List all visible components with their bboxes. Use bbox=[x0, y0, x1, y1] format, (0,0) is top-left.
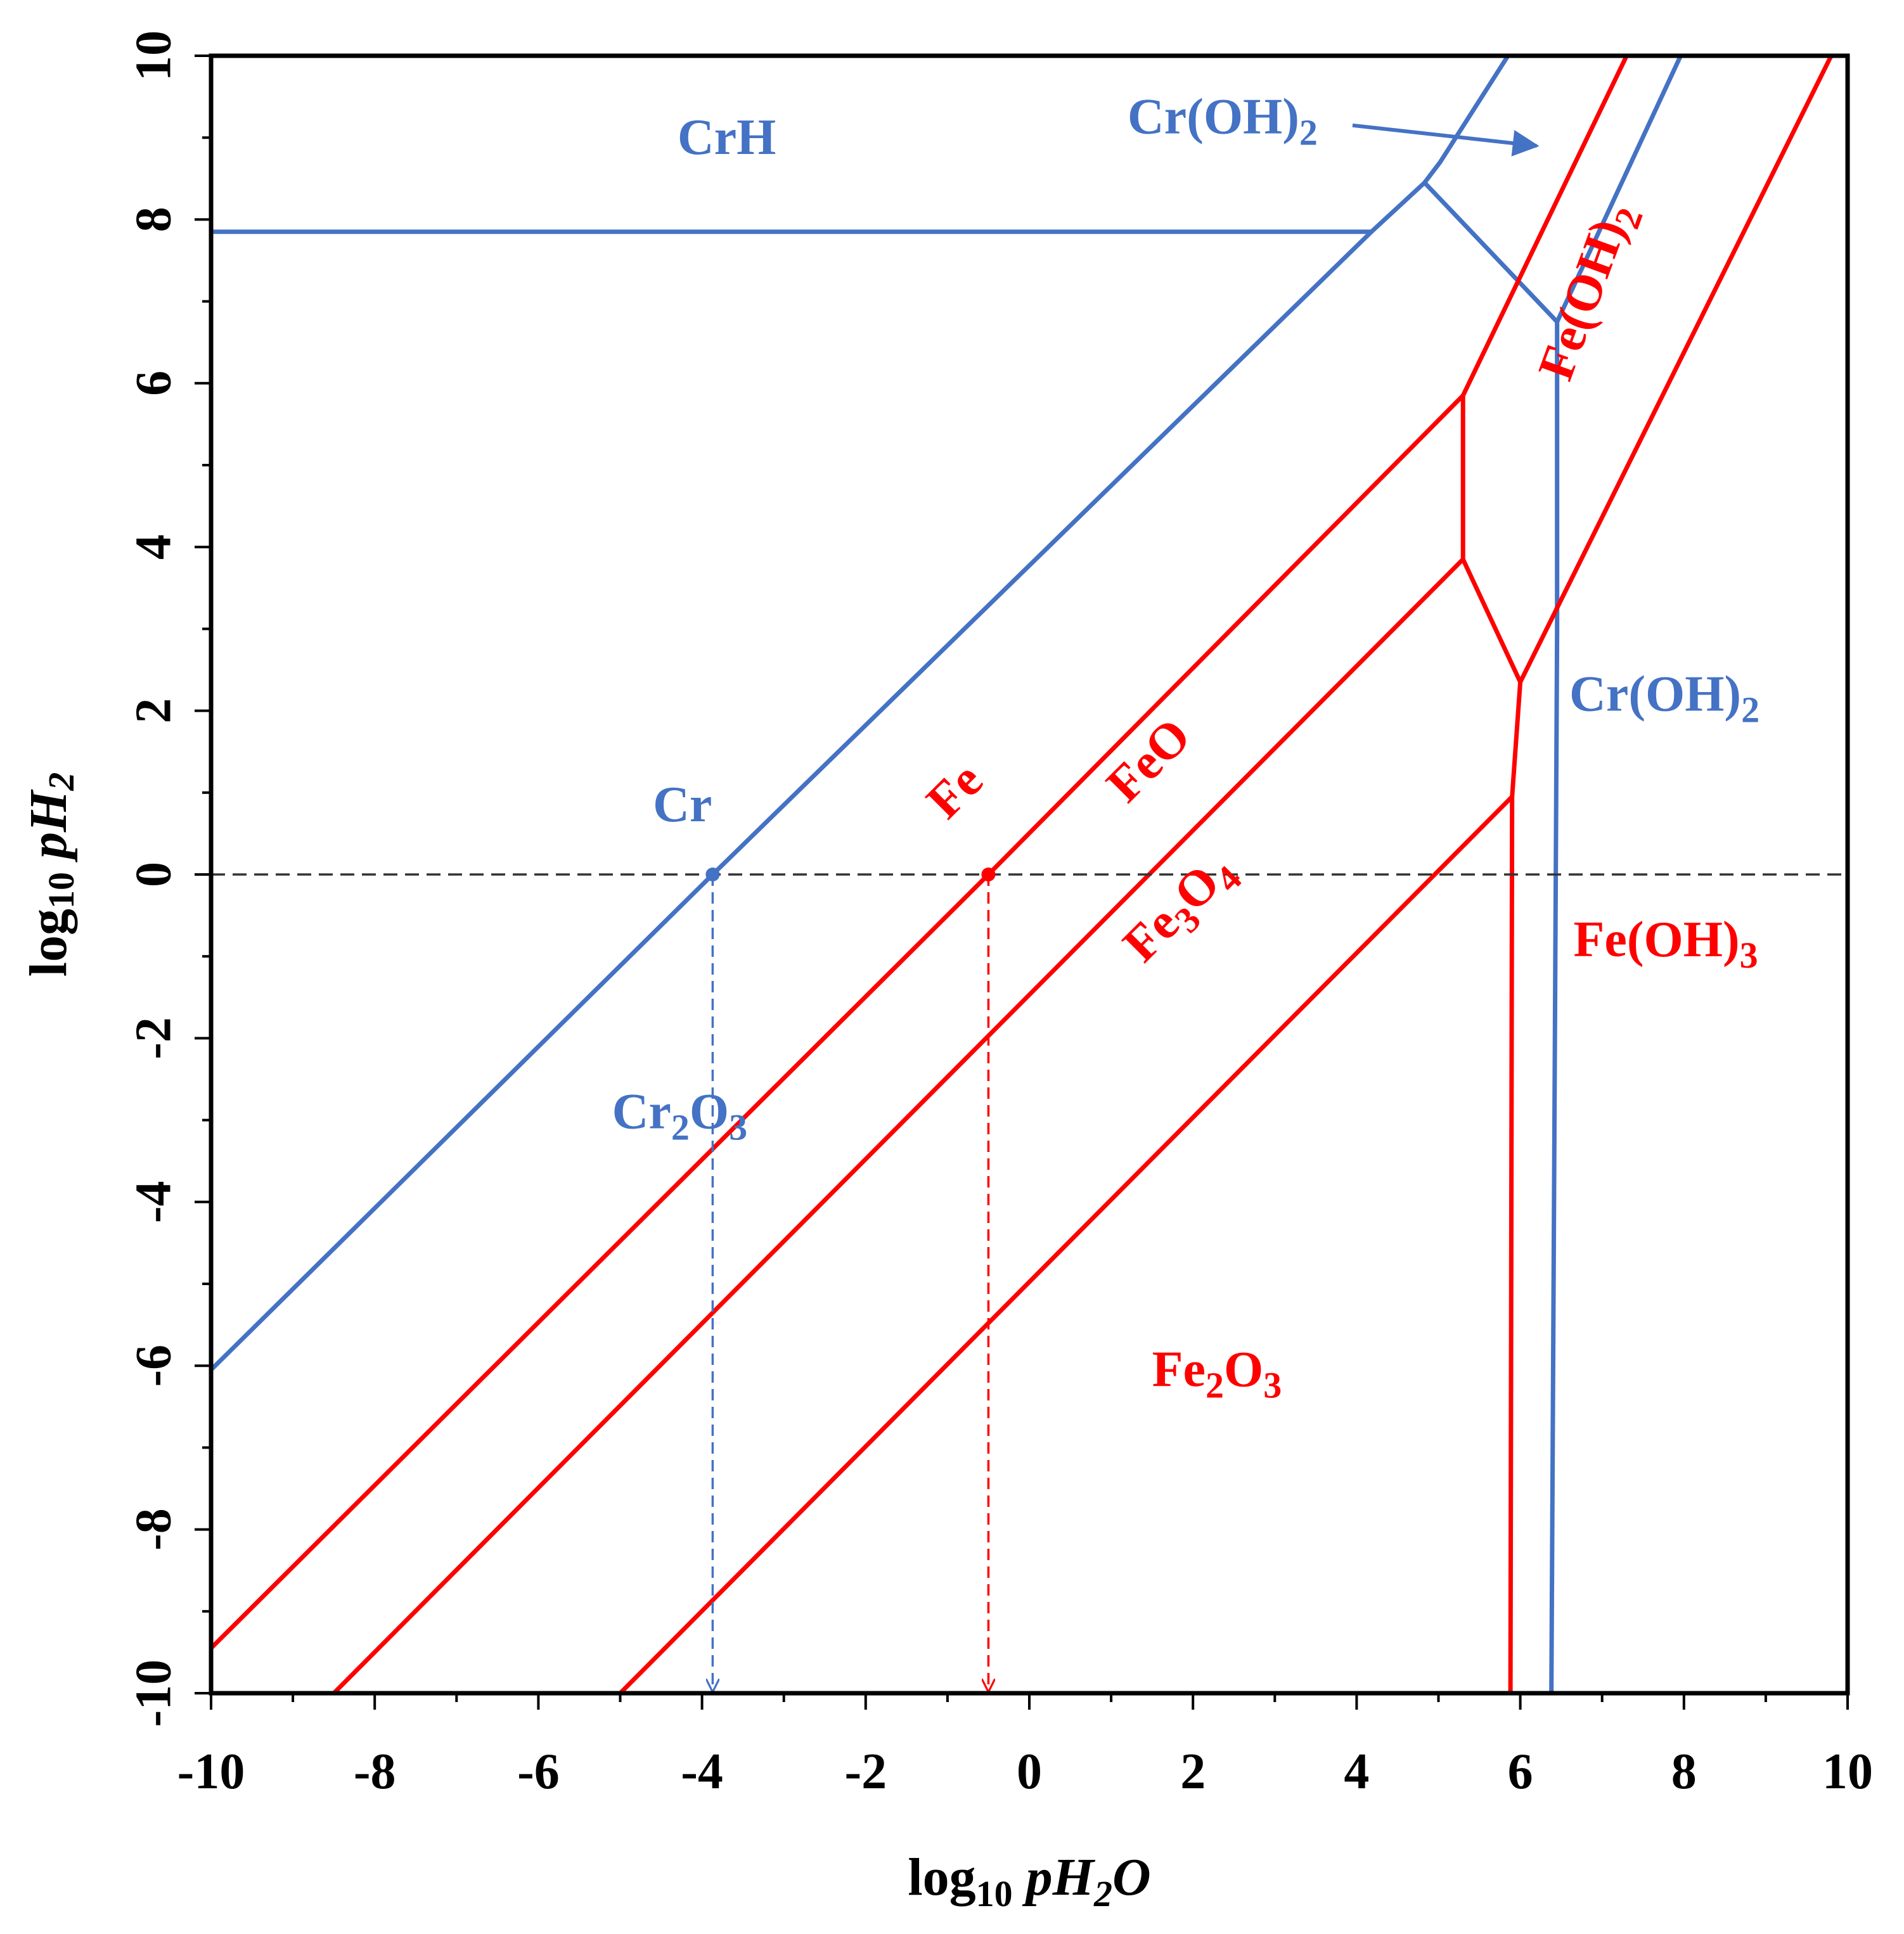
cr-region-label-1: CrH bbox=[678, 110, 776, 165]
fe-region-label-7: FeO bbox=[1096, 708, 1201, 813]
y-tick-label: 8 bbox=[125, 207, 181, 232]
fe-marker-point bbox=[981, 868, 996, 881]
label-subscript: 2 bbox=[1299, 112, 1318, 153]
y-tick-label: -6 bbox=[125, 1345, 181, 1387]
label-subscript: 3 bbox=[1740, 935, 1758, 976]
label-text: O bbox=[690, 1084, 729, 1140]
cr-boundary-line-1 bbox=[209, 53, 1510, 1373]
axis-title-text: log bbox=[19, 909, 78, 977]
x-tick-label: -10 bbox=[177, 1744, 245, 1800]
label-subscript: 2 bbox=[1741, 689, 1759, 731]
cr-region-label-2: Cr bbox=[653, 777, 712, 833]
cr-region-label-4: Cr(OH)2 bbox=[1128, 89, 1318, 153]
reference-lines bbox=[211, 123, 1848, 1691]
x-tick-label: 4 bbox=[1344, 1744, 1369, 1800]
x-tick-label: 8 bbox=[1671, 1744, 1697, 1800]
label-text: Fe(OH) bbox=[1528, 212, 1637, 387]
y-tick-label: -8 bbox=[125, 1508, 181, 1551]
fe-boundary-line-9 bbox=[1518, 53, 1834, 684]
label-text: Fe(OH) bbox=[1574, 912, 1740, 968]
y-tick-label: 10 bbox=[125, 30, 181, 81]
axis-title-variable: pH bbox=[1013, 1848, 1096, 1907]
x-tick-label: 2 bbox=[1180, 1744, 1206, 1800]
y-tick-label: -10 bbox=[125, 1660, 181, 1727]
x-tick-label: 10 bbox=[1822, 1744, 1873, 1800]
cr-region-label-3: Cr2O3 bbox=[612, 1084, 748, 1148]
y-tick-label: 0 bbox=[125, 862, 181, 887]
label-text: Cr(OH) bbox=[1569, 667, 1741, 722]
axis-title-subscript: 10 bbox=[976, 1873, 1013, 1914]
y-tick-label: -2 bbox=[125, 1017, 181, 1060]
label-text: Fe bbox=[916, 752, 993, 829]
axis-title-variable: pH bbox=[19, 789, 78, 872]
axis-title-variable: O bbox=[1112, 1848, 1151, 1907]
label-text: CrH bbox=[678, 110, 776, 165]
cr-boundary-line-4 bbox=[1555, 53, 1683, 324]
annotation-arrow bbox=[1352, 123, 1540, 157]
x-tick-label: -8 bbox=[354, 1744, 396, 1800]
axis-title-subscript: 2 bbox=[1093, 1873, 1112, 1914]
label-text: O bbox=[1224, 1342, 1263, 1398]
x-axis-title: log10 pH2O bbox=[908, 1848, 1150, 1914]
y-axis-title: log10 pH2 bbox=[19, 772, 82, 977]
fe-region-label-10: Fe(OH)3 bbox=[1574, 912, 1758, 976]
label-subscript: 2 bbox=[1206, 1365, 1224, 1406]
fe-boundary-line-5 bbox=[209, 393, 1523, 1696]
y-tick-label: -4 bbox=[125, 1181, 181, 1223]
x-tick-label: -2 bbox=[844, 1744, 887, 1800]
label-text: Cr bbox=[653, 777, 712, 833]
label-text: Cr(OH) bbox=[1128, 89, 1299, 145]
x-tick-label: 6 bbox=[1508, 1744, 1533, 1800]
fe-region-label-9: Fe2O3 bbox=[1152, 1342, 1282, 1406]
fe-region-label-6: Fe bbox=[916, 752, 993, 829]
fe-boundary-line-7 bbox=[331, 557, 1465, 1696]
label-text: Fe bbox=[1152, 1342, 1206, 1398]
x-tick-label: -6 bbox=[517, 1744, 560, 1800]
label-subscript: 3 bbox=[1263, 1365, 1282, 1406]
fe-boundary-line-8 bbox=[618, 794, 1515, 1696]
axis-ticks: -10 -8 -6 -4 -2 0 2 4 6 8 10 -10 -8 -6 -4 -2 0 2 4 6 8 10 bbox=[125, 30, 1873, 1800]
fe-boundary-line-6 bbox=[1460, 53, 1629, 398]
cr-boundary-line-3 bbox=[1422, 180, 1560, 1696]
axis-title-subscript: 10 bbox=[41, 872, 82, 909]
label-text: FeO bbox=[1096, 708, 1201, 813]
fe-region-label-8: Fe3O4 bbox=[1112, 842, 1249, 978]
label-subscript: 3 bbox=[729, 1107, 747, 1148]
y-tick-label: 4 bbox=[125, 534, 181, 560]
x-tick-label: 0 bbox=[1017, 1744, 1042, 1800]
x-tick-label: -4 bbox=[681, 1744, 723, 1800]
axis-title-subscript: 2 bbox=[41, 772, 82, 791]
axis-title-text: log bbox=[908, 1848, 975, 1907]
cr-region-label-5: Cr(OH)2 bbox=[1569, 667, 1759, 731]
label-subscript: 2 bbox=[671, 1107, 690, 1148]
label-text: Cr bbox=[612, 1084, 671, 1140]
cr-marker-point bbox=[705, 868, 720, 881]
y-tick-label: 6 bbox=[125, 371, 181, 396]
y-tick-label: 2 bbox=[125, 698, 181, 724]
